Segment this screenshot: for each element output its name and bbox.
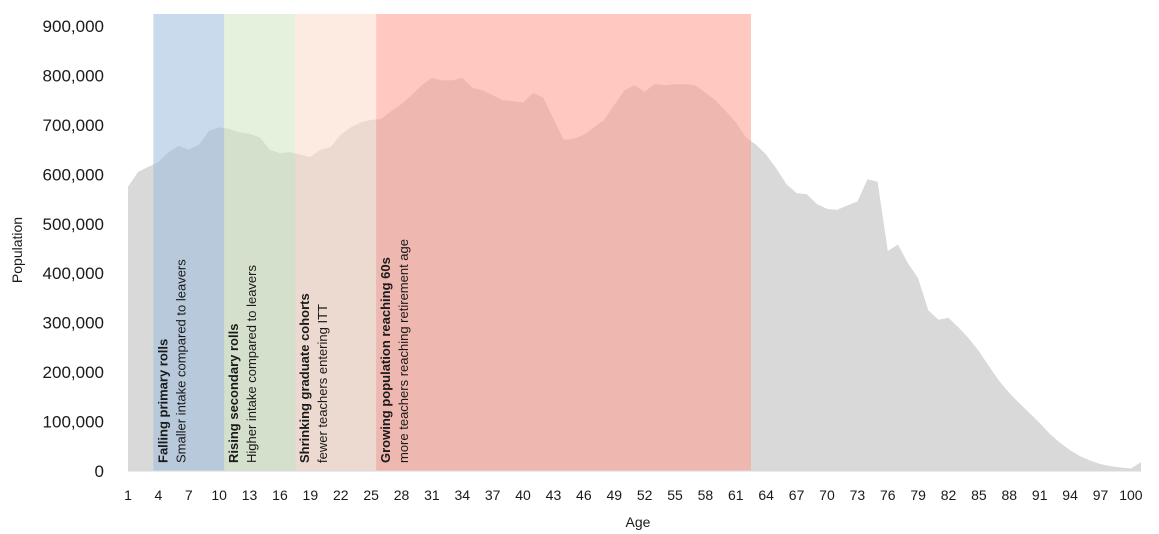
band-subtitle: Higher intake compared to leavers <box>244 265 259 463</box>
y-tick-label: 600,000 <box>43 165 104 184</box>
x-tick-label: 22 <box>333 487 349 503</box>
x-tick-label: 64 <box>758 487 774 503</box>
x-tick-label: 16 <box>272 487 288 503</box>
band-subtitle: Smaller intake compared to leavers <box>173 259 188 463</box>
x-tick-label: 58 <box>698 487 714 503</box>
x-tick-label: 46 <box>576 487 592 503</box>
x-tick-label: 91 <box>1032 487 1048 503</box>
x-tick-label: 37 <box>485 487 501 503</box>
x-tick-labels: 1 4 7 10 13 16 19 22 25 28 31 34 37 40 43 46 49 52 55 58 61 6… <box>124 487 1143 503</box>
x-tick-label: 88 <box>1002 487 1018 503</box>
x-tick-label: 82 <box>941 487 957 503</box>
y-tick-label: 0 <box>95 462 104 481</box>
x-axis-label: Age <box>626 514 651 530</box>
band-2: Rising secondary rolls Higher intake comp… <box>224 14 296 471</box>
band-title: Shrinking graduate cohorts <box>297 293 312 463</box>
y-tick-label: 800,000 <box>43 66 104 85</box>
y-tick-label: 100,000 <box>43 413 104 432</box>
x-tick-label: 73 <box>850 487 866 503</box>
x-tick-label: 79 <box>910 487 926 503</box>
x-tick-label: 97 <box>1093 487 1109 503</box>
y-tick-label: 700,000 <box>43 116 104 135</box>
y-tick-label: 300,000 <box>43 314 104 333</box>
x-tick-label: 34 <box>455 487 471 503</box>
band-1: Falling primary rolls Smaller intake comp… <box>153 14 225 471</box>
x-tick-label: 40 <box>515 487 531 503</box>
band-rect <box>376 14 751 471</box>
x-tick-label: 10 <box>211 487 227 503</box>
x-tick-label: 52 <box>637 487 653 503</box>
band-rect <box>295 14 377 471</box>
x-tick-label: 7 <box>185 487 193 503</box>
x-tick-label: 70 <box>819 487 835 503</box>
y-tick-label: 200,000 <box>43 363 104 382</box>
band-3: Shrinking graduate cohorts fewer teachers… <box>295 14 377 471</box>
band-subtitle: fewer teachers entering ITT <box>315 304 330 463</box>
x-tick-label: 49 <box>606 487 622 503</box>
band-title: Falling primary rolls <box>155 339 170 463</box>
y-tick-label: 500,000 <box>43 215 104 234</box>
x-tick-label: 1 <box>124 487 132 503</box>
x-tick-label: 31 <box>424 487 440 503</box>
x-tick-label: 67 <box>789 487 805 503</box>
x-tick-label: 43 <box>546 487 562 503</box>
y-axis-label: Population <box>9 217 25 283</box>
x-tick-label: 100 <box>1119 487 1143 503</box>
band-4: Growing population reaching 60s more teac… <box>376 14 751 471</box>
band-rect <box>153 14 225 471</box>
x-tick-label: 19 <box>303 487 319 503</box>
band-subtitle: more teachers reaching retirement age <box>396 239 411 463</box>
x-tick-label: 25 <box>363 487 379 503</box>
x-tick-label: 94 <box>1062 487 1078 503</box>
x-tick-label: 13 <box>242 487 258 503</box>
x-tick-label: 85 <box>971 487 987 503</box>
x-tick-label: 76 <box>880 487 896 503</box>
x-tick-label: 61 <box>728 487 744 503</box>
y-tick-label: 900,000 <box>43 17 104 36</box>
plot-area: Falling primary rolls Smaller intake comp… <box>128 14 1141 472</box>
band-title: Growing population reaching 60s <box>378 257 393 463</box>
x-tick-label: 4 <box>154 487 162 503</box>
x-tick-label: 28 <box>394 487 410 503</box>
highlight-bands: Falling primary rolls Smaller intake comp… <box>153 14 751 471</box>
band-rect <box>224 14 296 471</box>
y-tick-label: 400,000 <box>43 264 104 283</box>
x-tick-label: 55 <box>667 487 683 503</box>
band-title: Rising secondary rolls <box>226 324 241 463</box>
y-tick-labels: 0 100,000 200,000 300,000 400,000 500,000 600,… <box>43 17 104 481</box>
